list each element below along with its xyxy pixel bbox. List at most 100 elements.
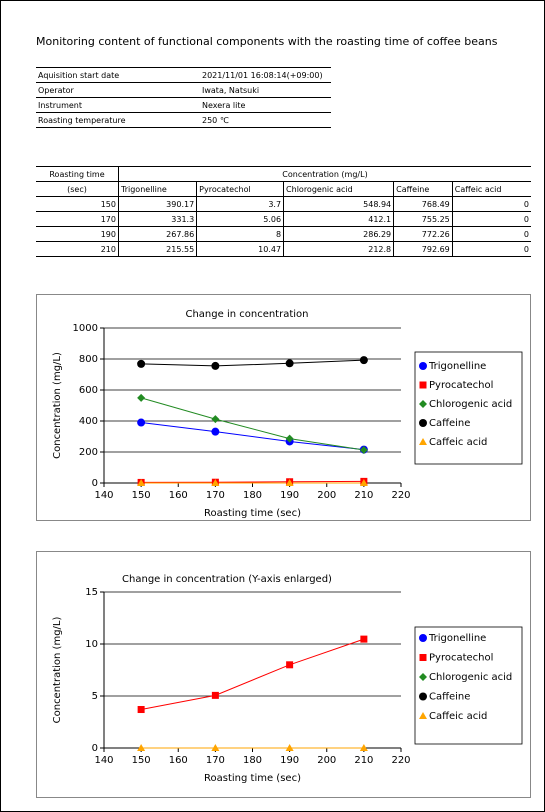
legend-marker <box>419 692 427 701</box>
column-header: Caffeine <box>393 181 453 197</box>
y-tick-label: 0 <box>92 743 98 754</box>
x-axis-label: Roasting time (sec) <box>204 773 301 784</box>
data-point <box>211 427 220 436</box>
series-line <box>141 480 364 483</box>
legend-marker <box>419 438 427 445</box>
series-line <box>141 638 365 711</box>
legend-marker <box>419 381 427 389</box>
column-header: Pyrocatechol <box>196 181 285 197</box>
legend-marker <box>419 362 427 370</box>
cell: 286.29 <box>283 226 395 242</box>
data-point <box>359 356 368 365</box>
data-row: 150 390.17 3.7 548.94 768.49 0 <box>36 196 531 212</box>
legend-label: Trigonelline <box>428 633 486 644</box>
legend-marker <box>419 419 427 427</box>
x-tick-label: 190 <box>280 755 299 766</box>
legend-box <box>414 351 523 465</box>
data-point <box>360 635 368 643</box>
legend-marker <box>419 400 427 408</box>
data-point <box>137 418 146 427</box>
info-row: Roasting temperature 250 ℃ <box>36 112 331 128</box>
x-tick-label: 200 <box>317 755 336 766</box>
y-tick-label: 15 <box>85 587 98 598</box>
legend-label: Chlorogenic acid <box>429 399 512 410</box>
x-tick-label: 220 <box>391 490 410 501</box>
x-tick-label: 190 <box>280 490 299 501</box>
x-tick-label: 180 <box>243 755 262 766</box>
x-tick-label: 160 <box>169 755 188 766</box>
info-value: Nexera lite <box>200 97 331 113</box>
data-point <box>359 744 368 751</box>
series-line <box>141 359 364 367</box>
y-tick-label: 600 <box>79 385 98 396</box>
cell: 210 <box>36 241 119 257</box>
column-header: Caffeic acid <box>451 181 531 197</box>
data-row: 190 267.86 8 286.29 772.26 0 <box>36 226 531 242</box>
cell: 10.47 <box>196 241 285 257</box>
x-tick-label: 140 <box>94 490 113 501</box>
legend-label: Trigonelline <box>428 361 486 372</box>
data-point <box>359 446 368 455</box>
chart: Change in concentration (Y-axis enlarged… <box>36 551 531 798</box>
info-table: Aquisition start date 2021/11/01 16:08:14… <box>36 67 331 128</box>
data-point <box>286 661 294 669</box>
corner-label: (sec) <box>36 181 119 197</box>
cell: 8 <box>196 226 285 242</box>
y-tick-label: 800 <box>79 354 98 365</box>
y-tick-label: 1000 <box>73 323 98 334</box>
legend-box <box>414 626 523 745</box>
x-axis-label: Roasting time (sec) <box>204 508 301 519</box>
info-row: Instrument Nexera lite <box>36 97 331 113</box>
x-tick-label: 210 <box>354 755 373 766</box>
x-tick-label: 200 <box>317 490 336 501</box>
cell: 170 <box>36 211 119 227</box>
chart-title: Change in concentration (Y-axis enlarged… <box>122 574 332 585</box>
x-tick-label: 160 <box>169 490 188 501</box>
legend-label: Chlorogenic acid <box>429 672 512 683</box>
x-tick-label: 150 <box>132 755 151 766</box>
y-tick-label: 200 <box>79 447 98 458</box>
cell: 5.06 <box>196 211 285 227</box>
data-point <box>359 479 368 486</box>
y-tick-label: 0 <box>92 478 98 489</box>
x-tick-label: 180 <box>243 490 262 501</box>
data-table: Roasting time Concentration (mg/L) (sec) Tr… <box>36 166 531 257</box>
legend-marker <box>419 673 427 681</box>
info-value: 250 ℃ <box>200 112 331 128</box>
x-tick-label: 140 <box>94 755 113 766</box>
info-label: Operator <box>36 82 200 98</box>
cell: 267.86 <box>117 226 198 242</box>
y-axis-label: Concentration (mg/L) <box>52 617 63 724</box>
data-point <box>211 691 219 699</box>
plot-area <box>137 635 368 751</box>
data-point <box>285 479 294 486</box>
info-value: 2021/11/01 16:08:14(+09:00) <box>200 67 331 83</box>
x-tick-label: 170 <box>206 490 225 501</box>
cell: 0 <box>451 196 531 212</box>
plot-area <box>137 356 368 486</box>
data-point <box>137 393 146 402</box>
data-point <box>137 744 146 751</box>
cell: 190 <box>36 226 119 242</box>
data-point <box>285 744 294 751</box>
cell: 390.17 <box>117 196 198 212</box>
cell: 215.55 <box>117 241 198 257</box>
data-point <box>211 479 220 486</box>
chart-title: Change in concentration <box>185 309 308 320</box>
data-point <box>137 706 145 714</box>
info-label: Roasting temperature <box>36 112 200 128</box>
column-header: Trigonelline <box>117 181 198 197</box>
column-header: Chlorogenic acid <box>283 181 395 197</box>
legend-label: Pyrocatechol <box>429 653 493 664</box>
series-line <box>140 397 364 451</box>
cell: 331.3 <box>117 211 198 227</box>
group-header: Concentration (mg/L) <box>118 166 531 182</box>
legend-label: Caffeic acid <box>429 437 487 448</box>
cell: 0 <box>451 241 531 257</box>
y-tick-label: 10 <box>85 639 98 650</box>
info-row: Aquisition start date 2021/11/01 16:08:14… <box>36 67 331 83</box>
data-point <box>285 359 294 368</box>
y-tick-label: 5 <box>92 691 98 702</box>
cell: 792.69 <box>393 241 453 257</box>
cell: 412.1 <box>283 211 395 227</box>
